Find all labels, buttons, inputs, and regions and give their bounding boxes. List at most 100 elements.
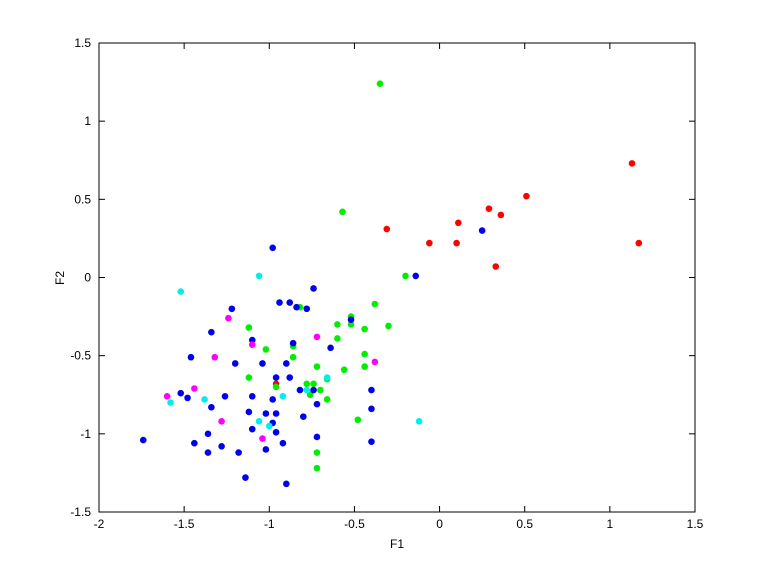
data-point xyxy=(303,305,311,313)
data-point xyxy=(139,436,147,444)
data-point xyxy=(293,303,300,311)
data-point xyxy=(245,324,253,331)
data-point xyxy=(245,408,253,416)
data-point xyxy=(334,335,341,342)
x-tick-label: 0.5 xyxy=(516,517,533,531)
y-tick-label: 0 xyxy=(84,271,91,285)
data-point xyxy=(317,386,324,394)
data-point xyxy=(242,474,249,481)
data-point xyxy=(248,393,256,400)
data-point xyxy=(310,386,317,394)
data-point xyxy=(208,403,215,411)
data-point xyxy=(204,430,212,438)
y-axis-label: F2 xyxy=(53,271,67,285)
data-point xyxy=(265,422,273,430)
data-point xyxy=(248,336,256,344)
data-point xyxy=(323,374,331,381)
data-point xyxy=(218,443,225,450)
data-point xyxy=(177,288,185,295)
data-point xyxy=(208,328,215,336)
y-tick-label: 0.5 xyxy=(74,192,91,206)
x-tick-label: -0.5 xyxy=(344,517,365,531)
y-tick-label: -1 xyxy=(80,427,91,441)
data-point xyxy=(296,386,304,394)
data-point xyxy=(628,160,636,167)
data-point xyxy=(286,374,294,381)
data-point xyxy=(361,350,368,358)
data-point xyxy=(177,389,185,397)
x-tick-label: 1.5 xyxy=(687,517,704,531)
data-point xyxy=(635,239,643,247)
x-tick-labels: -2 -1.5 -1 -0.5 0 0.5 1 1.5 xyxy=(94,517,704,531)
data-point xyxy=(340,366,348,374)
data-point xyxy=(453,239,460,247)
y-tick-label: 1 xyxy=(84,114,91,128)
data-point xyxy=(204,449,212,456)
data-point xyxy=(371,300,379,308)
data-point xyxy=(313,464,321,472)
data-point xyxy=(323,396,331,403)
data-point xyxy=(269,244,276,252)
data-point xyxy=(245,374,253,381)
data-point xyxy=(300,413,307,420)
data-point xyxy=(191,385,198,392)
data-point xyxy=(368,405,375,413)
data-point xyxy=(334,321,341,328)
data-point xyxy=(412,272,420,280)
data-point xyxy=(310,285,317,292)
data-point xyxy=(262,346,270,353)
data-point xyxy=(485,205,493,213)
data-point xyxy=(313,363,321,370)
data-point xyxy=(283,480,290,488)
data-point xyxy=(191,439,198,447)
data-point xyxy=(415,418,423,425)
data-point xyxy=(225,314,232,322)
data-point xyxy=(368,438,375,445)
axis-ticks xyxy=(98,42,696,513)
data-point xyxy=(455,219,462,227)
x-tick-label: -2 xyxy=(94,517,105,531)
data-point xyxy=(262,446,270,453)
data-point xyxy=(248,425,256,433)
x-tick-label: 1 xyxy=(607,517,614,531)
data-point xyxy=(426,239,433,247)
data-point xyxy=(327,344,334,352)
data-point xyxy=(221,393,229,400)
data-point xyxy=(286,299,294,306)
data-points xyxy=(139,80,643,488)
data-point xyxy=(289,353,297,361)
data-point xyxy=(255,418,263,425)
data-point xyxy=(361,363,368,370)
data-point xyxy=(167,399,174,406)
y-tick-label: 1.5 xyxy=(74,36,91,50)
data-point xyxy=(354,416,362,424)
data-point xyxy=(303,386,311,394)
data-point xyxy=(262,410,270,417)
data-point xyxy=(361,325,368,333)
data-point xyxy=(259,360,266,367)
data-point xyxy=(248,341,256,349)
data-point xyxy=(313,333,321,341)
data-point xyxy=(211,353,219,361)
data-point xyxy=(272,383,280,391)
data-point xyxy=(347,316,355,324)
data-point xyxy=(368,386,375,394)
x-tick-label: 0 xyxy=(436,517,443,531)
data-point xyxy=(289,339,297,347)
data-point xyxy=(163,393,171,400)
data-point xyxy=(497,211,505,219)
data-point xyxy=(279,393,287,400)
data-point xyxy=(184,394,191,402)
data-point xyxy=(187,353,195,361)
data-point xyxy=(235,449,242,456)
data-point xyxy=(313,400,321,408)
data-point xyxy=(272,410,280,417)
data-point xyxy=(385,322,392,330)
data-point xyxy=(383,225,391,233)
data-point xyxy=(283,360,290,367)
data-point xyxy=(303,380,311,388)
data-point xyxy=(276,299,283,306)
data-point xyxy=(272,428,280,436)
data-point xyxy=(228,305,236,313)
